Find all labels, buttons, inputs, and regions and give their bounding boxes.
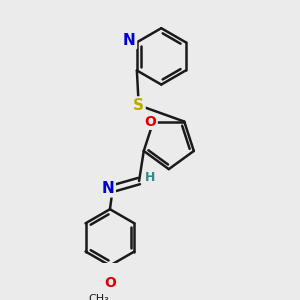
- Text: O: O: [145, 115, 156, 128]
- Text: H: H: [145, 171, 155, 184]
- Text: N: N: [102, 181, 114, 196]
- Text: N: N: [123, 33, 136, 48]
- Text: O: O: [104, 275, 116, 290]
- Text: CH₃: CH₃: [88, 294, 109, 300]
- Text: S: S: [133, 98, 144, 113]
